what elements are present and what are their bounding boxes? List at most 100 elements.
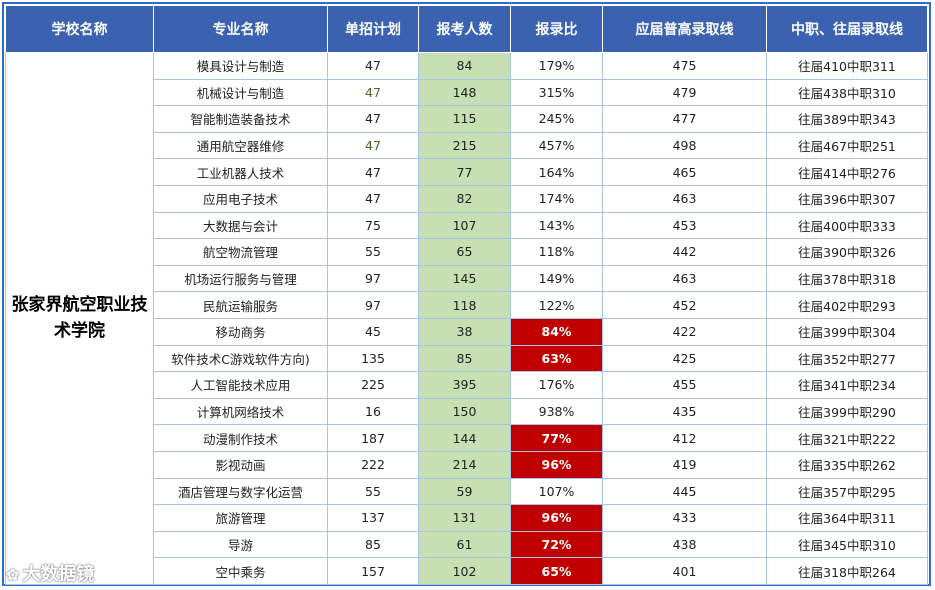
applicants-cell: 107	[418, 211, 511, 240]
plan-cell: 47	[327, 131, 419, 160]
table-row: 通用航空器维修 47 215 457% 498 往届467中职251	[6, 131, 928, 160]
line-other-cell: 往届410中职311	[766, 52, 928, 80]
ratio-cell: 938%	[510, 397, 603, 426]
table-row: 移动商务 45 38 84% 422 往届399中职304	[6, 317, 928, 346]
header-line-hs: 应届普高录取线	[602, 5, 767, 53]
table-row: 智能制造装备技术 47 115 245% 477 往届389中职343	[6, 105, 928, 133]
plan-cell: 187	[327, 424, 419, 452]
header-plan: 单招计划	[327, 5, 419, 53]
watermark-logo-icon: ✿	[6, 565, 20, 584]
ratio-cell: 179%	[510, 52, 603, 80]
ratio-cell: 96%	[510, 450, 603, 479]
line-other-cell: 往届399中职290	[766, 397, 928, 426]
table-row: 航空物流管理 55 65 118% 442 往届390中职326	[6, 238, 928, 266]
watermark: ✿ 大数据镜	[6, 560, 94, 586]
major-cell: 机械设计与制造	[153, 78, 328, 107]
line-other-cell: 往届396中职307	[766, 184, 928, 213]
header-row: 学校名称 专业名称 单招计划 报考人数 报录比 应届普高录取线 中职、往届录取线	[5, 5, 928, 53]
table-row: 应用电子技术 47 82 174% 463 往届396中职307	[6, 184, 928, 213]
major-cell: 大数据与会计	[153, 211, 328, 240]
table-row: 影视动画 222 214 96% 419 往届335中职262	[6, 450, 928, 479]
line-other-cell: 往届378中职318	[766, 264, 928, 293]
major-cell: 机场运行服务与管理	[153, 264, 328, 293]
major-cell: 导游	[153, 530, 328, 559]
line-hs-cell: 463	[602, 264, 767, 293]
ratio-cell: 65%	[510, 557, 603, 585]
applicants-cell: 150	[418, 397, 511, 426]
plan-cell: 45	[327, 317, 419, 346]
major-cell: 航空物流管理	[153, 238, 328, 266]
header-ratio: 报录比	[510, 5, 603, 53]
line-other-cell: 往届335中职262	[766, 450, 928, 479]
line-other-cell: 往届341中职234	[766, 371, 928, 399]
plan-cell: 222	[327, 450, 419, 479]
line-hs-cell: 465	[602, 158, 767, 186]
major-cell: 旅游管理	[153, 504, 328, 532]
line-hs-cell: 477	[602, 105, 767, 133]
line-hs-cell: 433	[602, 504, 767, 532]
table-row: 旅游管理 137 131 96% 433 往届364中职311	[6, 504, 928, 532]
major-cell: 人工智能技术应用	[153, 371, 328, 399]
ratio-cell: 149%	[510, 264, 603, 293]
major-cell: 模具设计与制造	[153, 52, 328, 80]
ratio-cell: 77%	[510, 424, 603, 452]
line-hs-cell: 435	[602, 397, 767, 426]
header-applicants: 报考人数	[418, 5, 511, 53]
line-hs-cell: 412	[602, 424, 767, 452]
school-name-cell: 张家界航空职业技术学院	[5, 52, 154, 585]
plan-cell: 97	[327, 264, 419, 293]
table-row: 民航运输服务 97 118 122% 452 往届402中职293	[6, 291, 928, 319]
major-cell: 酒店管理与数字化运营	[153, 477, 328, 506]
ratio-cell: 315%	[510, 78, 603, 107]
plan-cell: 47	[327, 78, 419, 107]
major-cell: 动漫制作技术	[153, 424, 328, 452]
major-cell: 应用电子技术	[153, 184, 328, 213]
line-hs-cell: 453	[602, 211, 767, 240]
major-cell: 工业机器人技术	[153, 158, 328, 186]
header-line-other: 中职、往届录取线	[766, 5, 928, 53]
line-other-cell: 往届390中职326	[766, 238, 928, 266]
line-other-cell: 往届414中职276	[766, 158, 928, 186]
line-other-cell: 往届318中职264	[766, 557, 928, 585]
line-hs-cell: 463	[602, 184, 767, 213]
applicants-cell: 118	[418, 291, 511, 319]
applicants-cell: 61	[418, 530, 511, 559]
ratio-cell: 72%	[510, 530, 603, 559]
plan-cell: 135	[327, 344, 419, 373]
line-hs-cell: 475	[602, 52, 767, 80]
plan-cell: 55	[327, 477, 419, 506]
major-cell: 软件技术C游戏软件方向)	[153, 344, 328, 373]
major-cell: 计算机网络技术	[153, 397, 328, 426]
applicants-cell: 102	[418, 557, 511, 585]
ratio-cell: 122%	[510, 291, 603, 319]
ratio-cell: 118%	[510, 238, 603, 266]
ratio-cell: 457%	[510, 131, 603, 160]
major-cell: 空中乘务	[153, 557, 328, 585]
table-row: 导游 85 61 72% 438 往届345中职310	[6, 530, 928, 559]
applicants-cell: 395	[418, 371, 511, 399]
line-hs-cell: 452	[602, 291, 767, 319]
watermark-text: 大数据镜	[22, 564, 95, 585]
ratio-cell: 176%	[510, 371, 603, 399]
plan-cell: 157	[327, 557, 419, 585]
ratio-cell: 84%	[510, 317, 603, 346]
plan-cell: 97	[327, 291, 419, 319]
table-row: 酒店管理与数字化运营 55 59 107% 445 往届357中职295	[6, 477, 928, 506]
ratio-cell: 107%	[510, 477, 603, 506]
major-cell: 通用航空器维修	[153, 131, 328, 160]
plan-cell: 47	[327, 105, 419, 133]
plan-cell: 47	[327, 184, 419, 213]
line-other-cell: 往届352中职277	[766, 344, 928, 373]
plan-cell: 85	[327, 530, 419, 559]
header-major: 专业名称	[153, 5, 328, 53]
plan-cell: 225	[327, 371, 419, 399]
line-other-cell: 往届364中职311	[766, 504, 928, 532]
line-other-cell: 往届389中职343	[766, 105, 928, 133]
table-row: 机场运行服务与管理 97 145 149% 463 往届378中职318	[6, 264, 928, 293]
plan-cell: 47	[327, 158, 419, 186]
line-hs-cell: 479	[602, 78, 767, 107]
applicants-cell: 38	[418, 317, 511, 346]
applicants-cell: 131	[418, 504, 511, 532]
ratio-cell: 174%	[510, 184, 603, 213]
applicants-cell: 214	[418, 450, 511, 479]
